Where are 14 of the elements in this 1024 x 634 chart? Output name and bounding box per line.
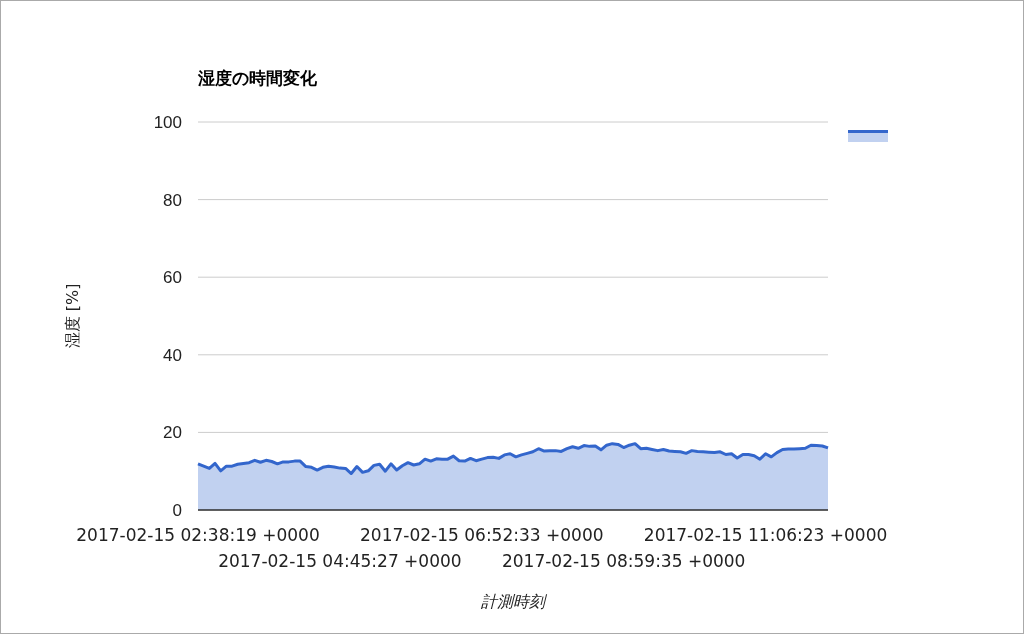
y-tick-label: 20	[163, 423, 182, 443]
y-tick-label: 60	[163, 268, 182, 288]
y-axis-title: 湿度 [%]	[63, 283, 82, 349]
x-tick-label: 2017-02-15 02:38:19 +0000	[76, 525, 320, 545]
chart-title: 湿度の時間変化	[197, 68, 318, 88]
x-axis-title: 計測時刻	[480, 592, 548, 611]
x-tick-label: 2017-02-15 11:06:23 +0000	[643, 525, 888, 545]
y-tick-label: 0	[172, 500, 182, 520]
y-tick-label: 80	[163, 190, 182, 210]
y-tick-label: 100	[153, 112, 182, 132]
x-tick-label: 2017-02-15 04:45:27 +0000	[218, 551, 462, 571]
x-tick-label: 2017-02-15 06:52:33 +0000	[360, 525, 604, 545]
x-tick-label: 2017-02-15 08:59:35 +0000	[501, 551, 746, 571]
y-tick-label: 40	[163, 345, 182, 365]
